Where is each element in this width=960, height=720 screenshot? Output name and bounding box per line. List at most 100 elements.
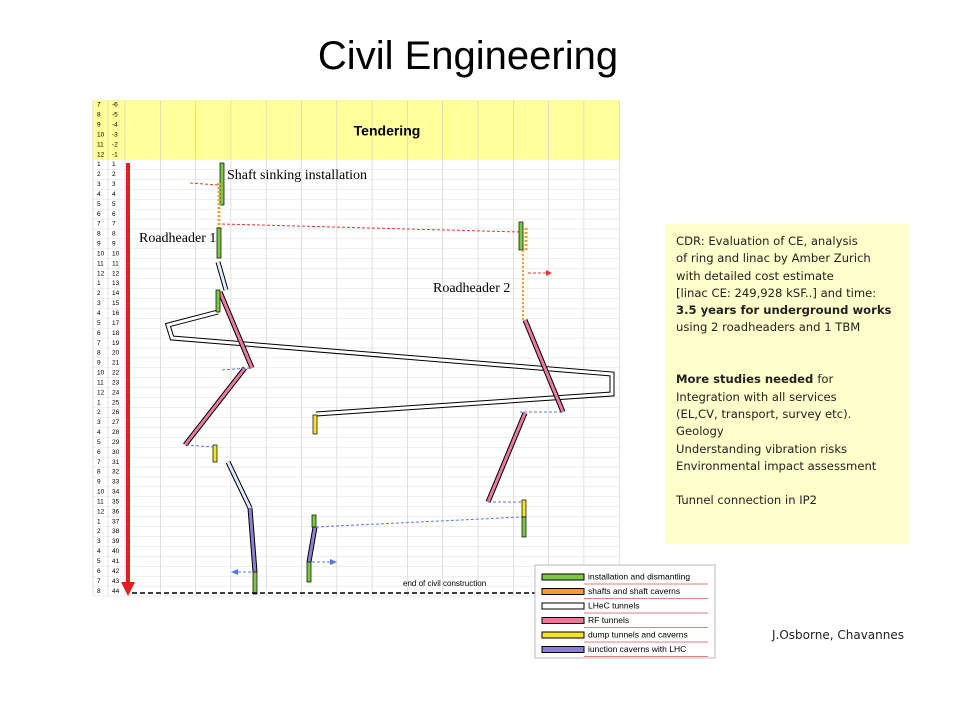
note-text: (EL,CV, transport, survey etc). — [676, 406, 852, 421]
note-line: Tunnel connection in IP2 — [676, 492, 909, 509]
month-label: 8 — [97, 231, 101, 238]
install-bar — [306, 561, 312, 583]
index-label: 34 — [112, 489, 120, 496]
legend-label: LHeC tunnels — [588, 600, 640, 610]
rf-tunnel — [183, 367, 247, 446]
index-label: 40 — [112, 548, 120, 555]
arrow-head — [546, 270, 552, 276]
month-label: 2 — [97, 409, 101, 416]
junction-cavern — [307, 526, 317, 563]
note-line: [linac CE: 249,928 kSF..] and time: — [676, 285, 909, 302]
tendering-label: Tendering — [354, 123, 421, 139]
month-label: 6 — [97, 449, 101, 456]
legend-label: RF tunnels — [588, 615, 629, 625]
legend-swatch — [541, 646, 585, 653]
month-label: 4 — [97, 548, 101, 555]
index-label: 38 — [112, 528, 120, 535]
index-label: 9 — [112, 241, 116, 248]
lhec-tunnel — [226, 461, 252, 509]
month-label: 10 — [97, 489, 105, 496]
index-label: 8 — [112, 231, 116, 238]
index-label: 28 — [112, 429, 120, 436]
index-label: 13 — [112, 280, 120, 287]
month-label: 7 — [97, 102, 101, 109]
index-label: 27 — [112, 419, 120, 426]
index-label: 42 — [112, 568, 120, 575]
month-label: 11 — [97, 498, 104, 505]
index-label: 32 — [112, 469, 120, 476]
install-bar — [219, 162, 225, 206]
month-label: 10 — [97, 370, 105, 377]
month-label: 6 — [97, 568, 101, 575]
month-label: 5 — [97, 439, 101, 446]
link — [221, 223, 521, 233]
index-label: 24 — [112, 389, 120, 396]
dump-bar — [312, 414, 318, 435]
notes-box: CDR: Evaluation of CE, analysis of ring a… — [665, 224, 909, 544]
index-label: 15 — [112, 300, 120, 307]
index-label: -3 — [112, 131, 118, 138]
index-label: 44 — [112, 588, 120, 595]
index-label: -5 — [112, 112, 118, 119]
note-text: with detailed cost estimate — [676, 268, 834, 283]
index-label: 19 — [112, 340, 120, 347]
month-label: 12 — [97, 508, 105, 515]
month-label: 6 — [97, 211, 101, 218]
month-label: 9 — [97, 241, 101, 248]
note-text: using 2 roadheaders and 1 TBM — [676, 320, 861, 335]
note-text: Environmental impact assessment — [676, 458, 877, 473]
install-bar — [311, 514, 317, 528]
month-label: 7 — [97, 459, 101, 466]
legend-swatch — [541, 573, 585, 581]
dump-bar — [521, 499, 527, 518]
annotation: Roadheader 1 — [139, 231, 216, 246]
month-label: 9 — [97, 479, 101, 486]
index-label: -6 — [112, 102, 118, 109]
month-label: 2 — [97, 290, 101, 297]
link — [315, 516, 523, 528]
lhec-tunnel — [216, 261, 228, 291]
index-label: 7 — [112, 221, 116, 228]
legend-label: shafts and shaft caverns — [588, 586, 680, 596]
index-label: 5 — [112, 201, 116, 208]
index-label: 43 — [112, 578, 120, 585]
month-label: 3 — [97, 538, 101, 545]
note-text: Understanding vibration risks — [676, 441, 848, 456]
note-text: Integration with all services — [676, 389, 837, 404]
index-label: 2 — [112, 171, 116, 178]
note-line — [676, 337, 909, 354]
legend: installation and dismantling shafts and s… — [541, 571, 708, 657]
annotation: end of civil construction — [403, 579, 486, 588]
legend-swatch — [541, 631, 585, 639]
month-label: 11 — [97, 260, 104, 267]
install-bar — [518, 221, 524, 251]
time-arrow-head — [121, 582, 135, 596]
month-label: 5 — [97, 320, 101, 327]
legend-swatch — [541, 588, 585, 595]
note-text: 3.5 years for underground works — [676, 303, 892, 318]
month-label: 12 — [97, 270, 105, 277]
month-label: 12 — [97, 151, 105, 158]
index-label: 36 — [112, 508, 120, 515]
month-label: 5 — [97, 558, 101, 565]
month-label: 1 — [97, 280, 101, 287]
rf-tunnel — [218, 291, 254, 369]
credit: J.Osborne, Chavannes — [772, 628, 904, 642]
index-label: 25 — [112, 399, 120, 406]
legend-swatch — [541, 617, 585, 624]
index-label: 31 — [112, 459, 120, 466]
month-label: 12 — [97, 389, 105, 396]
note-line: Understanding vibration risks — [676, 441, 909, 458]
install-bar — [215, 289, 221, 313]
link — [219, 367, 251, 371]
note-line — [676, 354, 909, 371]
bars — [164, 162, 615, 595]
month-label: 11 — [97, 141, 104, 148]
month-label: 1 — [97, 518, 101, 525]
note-line: of ring and linac by Amber Zurich — [676, 250, 909, 267]
index-label: 21 — [112, 360, 120, 367]
link — [189, 182, 219, 186]
note-text: of ring and linac by Amber Zurich — [676, 251, 871, 266]
link — [185, 444, 215, 448]
